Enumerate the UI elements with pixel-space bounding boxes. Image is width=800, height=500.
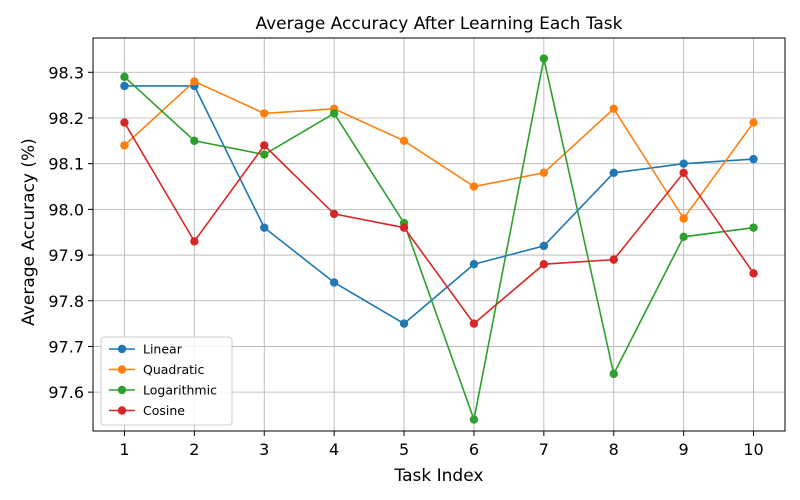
y-tick-label: 98.3 [48,63,84,82]
data-point [469,319,479,328]
data-point [609,168,618,178]
legend-item: Linear [109,342,183,357]
data-point [120,72,129,82]
legend-item: Quadratic [109,362,205,377]
y-tick-label: 97.9 [48,246,84,265]
y-tick-label: 98.0 [48,200,84,219]
data-point [749,269,758,278]
legend-label: Cosine [143,403,185,418]
data-point [679,168,688,178]
legend-item: Logarithmic [109,383,217,398]
legend-marker [117,365,127,374]
series-cosine [120,118,758,328]
legend-marker [117,406,127,415]
legend-item: Cosine [109,403,185,418]
y-axis: 97.6 97.7 97.8 97.9 98.0 98.1 98.2 98.3 [48,63,93,402]
y-axis-label: Average Accuracy (%) [19,138,39,326]
plot-frame [92,37,786,432]
series-layer [120,54,758,424]
x-axis: 1 2 3 4 5 6 7 8 9 10 [119,431,764,459]
data-point [609,255,618,264]
x-tick-label: 10 [743,440,763,459]
data-point [609,369,618,379]
series-logarithmic [120,54,758,424]
data-point [329,278,339,287]
legend-marker [117,344,127,354]
data-point [260,109,269,118]
data-point [539,260,549,269]
x-tick-label: 1 [119,440,129,459]
legend-marker [117,385,127,395]
data-point [329,109,339,118]
data-point [749,223,758,232]
x-tick-label: 3 [259,440,269,459]
legend: Linear Quadratic Logarithmic Cosine [100,336,233,426]
data-point [679,214,688,223]
data-point [539,54,549,63]
data-point [120,141,129,150]
x-axis-label: Task Index [394,466,484,486]
data-point [539,241,549,251]
series-line [123,80,755,220]
chart-title: Average Accuracy After Learning Each Tas… [255,14,622,34]
data-point [260,141,269,150]
y-tick-label: 98.2 [48,109,84,128]
data-point [120,118,129,127]
x-tick-label: 9 [679,440,689,459]
series-line [124,85,754,325]
data-point [399,136,409,146]
data-point [609,104,618,114]
data-point [469,415,479,424]
x-tick-label: 6 [469,440,479,459]
data-point [329,209,339,219]
legend-label: Linear [143,342,183,357]
data-point [120,81,129,91]
legend-box [100,336,233,426]
series-linear [120,81,758,328]
y-tick-label: 98.1 [48,155,84,174]
data-point [190,136,199,146]
y-tick-label: 97.8 [48,292,84,311]
data-point [399,319,409,328]
x-tick-label: 7 [539,440,549,459]
data-point [190,77,199,86]
legend-label: Logarithmic [143,383,217,398]
data-point [749,118,758,127]
data-point [469,260,479,269]
x-tick-label: 5 [399,440,409,459]
data-point [260,223,269,232]
data-point [469,182,479,191]
series-line [123,122,755,325]
data-point [260,150,269,159]
x-tick-label: 8 [609,440,619,459]
data-point [749,154,758,164]
series-line [123,58,754,423]
legend-label: Quadratic [143,362,205,377]
x-tick-label: 4 [329,440,339,459]
data-point [539,168,549,178]
x-tick-label: 2 [189,440,199,459]
data-point [399,223,409,232]
data-point [679,232,688,241]
data-point [679,159,688,168]
data-point [190,237,199,246]
series-quadratic [120,77,758,223]
y-tick-label: 97.7 [48,337,84,356]
y-tick-label: 97.6 [48,383,84,402]
